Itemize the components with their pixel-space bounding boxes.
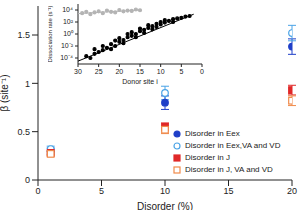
svg-text:10⁻²: 10⁻² (61, 42, 74, 49)
svg-text:20: 20 (287, 186, 292, 196)
svg-text:10²: 10² (63, 18, 74, 25)
svg-text:5: 5 (179, 68, 183, 75)
svg-text:10⁰: 10⁰ (63, 30, 74, 37)
svg-text:Dissociation rate (s⁻¹): Dissociation rate (s⁻¹) (48, 5, 53, 62)
svg-text:20: 20 (115, 68, 123, 75)
svg-text:1.5: 1.5 (17, 30, 30, 40)
svg-text:0: 0 (35, 186, 40, 196)
svg-text:10: 10 (160, 186, 170, 196)
svg-text:10⁻⁴: 10⁻⁴ (60, 54, 73, 61)
svg-text:5: 5 (99, 186, 104, 196)
svg-text:0: 0 (200, 68, 204, 75)
svg-text:0.5: 0.5 (17, 127, 30, 137)
html-text:Disorder in Eex: Disorder in Eex (185, 129, 240, 138)
svg-text:10⁴: 10⁴ (62, 6, 73, 13)
svg-text:30: 30 (74, 68, 82, 75)
svg-text:0: 0 (25, 175, 30, 185)
html-text:Disorder in J, VA and VD: Disorder in J, VA and VD (185, 165, 273, 174)
svg-text:1: 1 (25, 79, 30, 89)
svg-text:Donor site i: Donor site i (122, 78, 158, 84)
svg-text:15: 15 (223, 186, 233, 196)
svg-text:Disorder (%): Disorder (%) (137, 201, 193, 210)
html-text:Disorder in J: Disorder in J (185, 153, 230, 162)
svg-text:25: 25 (95, 68, 103, 75)
svg-text:10: 10 (157, 68, 165, 75)
svg-text:β (site⁻¹): β (site⁻¹) (8, 74, 10, 111)
html-text:Disorder in Eex,VA and VD: Disorder in Eex,VA and VD (185, 141, 281, 150)
svg-text:15: 15 (136, 68, 144, 75)
